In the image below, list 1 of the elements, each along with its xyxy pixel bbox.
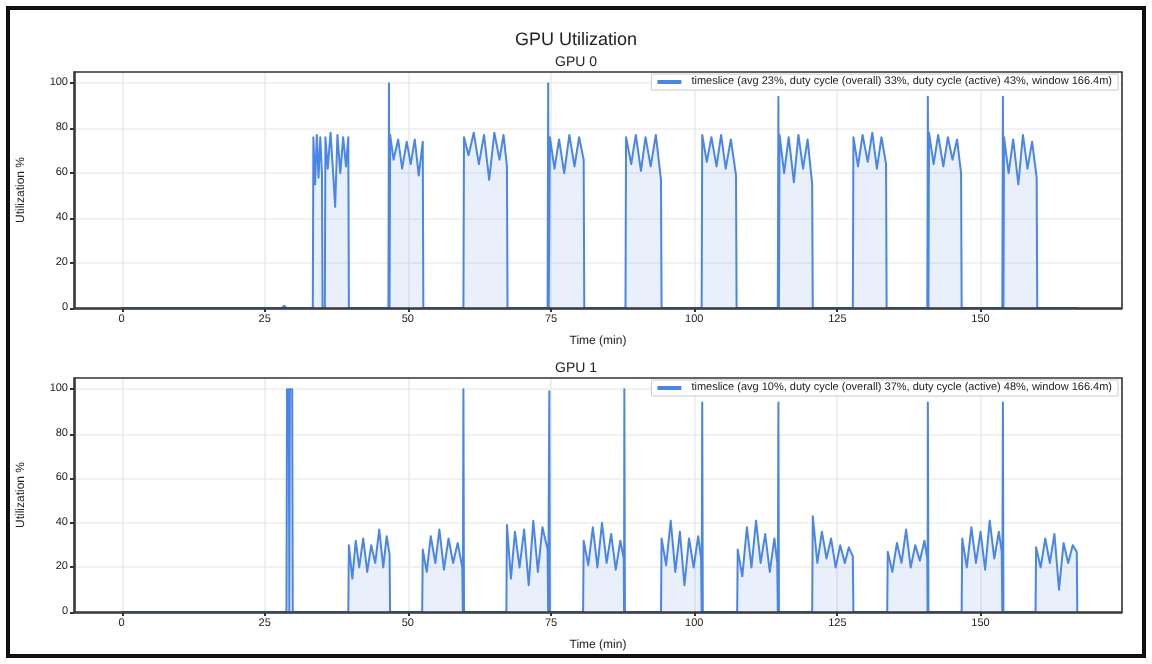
chart-title: GPU Utilization (514, 29, 638, 49)
